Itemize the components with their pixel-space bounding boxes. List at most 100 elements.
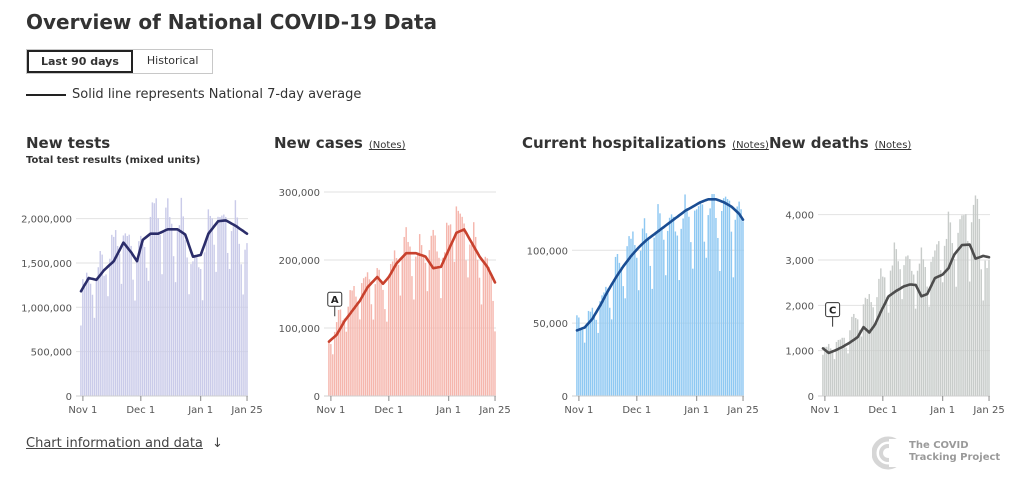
daily-bar (829, 348, 832, 396)
daily-bar (190, 264, 192, 396)
daily-bar (628, 236, 630, 396)
daily-bar (480, 304, 483, 396)
daily-bar (469, 244, 471, 396)
y-tick-label: 2,000,000 (21, 215, 72, 226)
daily-bar (837, 339, 840, 396)
tab-historical[interactable]: Historical (132, 50, 213, 73)
daily-bar (199, 269, 202, 396)
y-tick-label: 2,000 (785, 301, 814, 312)
daily-bar (647, 237, 650, 396)
daily-bar (388, 277, 390, 396)
daily-bar (978, 218, 981, 396)
daily-bar (145, 267, 148, 396)
daily-bar (593, 315, 596, 396)
daily-bar (868, 294, 870, 396)
daily-bar (192, 261, 194, 396)
notes-link-hospitalizations[interactable]: (Notes) (732, 140, 769, 151)
daily-bar (80, 325, 82, 396)
daily-bar (118, 253, 121, 396)
daily-bar (455, 206, 458, 396)
daily-bar (482, 263, 485, 396)
daily-bar (967, 240, 969, 396)
daily-bar (862, 304, 865, 396)
y-tick-label: 0 (66, 392, 72, 403)
daily-bar (99, 251, 101, 396)
daily-bar (457, 210, 460, 396)
daily-bar (686, 208, 688, 396)
daily-bar (864, 297, 867, 396)
y-tick-label: 0 (808, 392, 814, 403)
daily-bar (709, 208, 711, 396)
daily-bar (889, 270, 892, 396)
x-tick-label: Nov 1 (810, 405, 839, 416)
daily-bar (186, 257, 188, 396)
daily-bar (699, 203, 702, 396)
daily-bar (240, 264, 242, 396)
notes-link-new-cases[interactable]: (Notes) (368, 140, 406, 151)
new-tests-chart: 0 500,000 1,000,000 1,500,000 2,000,000 Nov 1… (21, 197, 263, 416)
daily-bar (386, 321, 388, 396)
daily-bar (578, 317, 580, 396)
daily-bar (597, 332, 599, 396)
daily-bar (395, 258, 398, 396)
tab-last-90-days[interactable]: Last 90 days (27, 50, 133, 73)
y-tick-label: 0 (562, 392, 568, 403)
daily-bar (891, 265, 894, 396)
daily-bar (905, 256, 907, 396)
daily-bar (391, 261, 394, 396)
daily-bar (418, 234, 421, 396)
daily-bar (645, 233, 648, 396)
chart-title-new-deaths: New deaths (Notes) (769, 134, 911, 152)
x-tick-label: Jan 25 (726, 405, 758, 416)
daily-bar (680, 228, 682, 396)
daily-bar (85, 272, 88, 396)
daily-bar (849, 330, 851, 396)
legend-text: Solid line represents National 7-day ave… (72, 87, 362, 102)
daily-bar (880, 268, 882, 396)
daily-bar (643, 218, 646, 396)
daily-bar (959, 219, 961, 396)
daily-bar (589, 311, 592, 396)
daily-bar (603, 292, 605, 396)
daily-bar (397, 264, 400, 396)
notes-link-new-deaths[interactable]: (Notes) (874, 140, 912, 151)
daily-bar (843, 337, 845, 396)
daily-bar (376, 268, 378, 396)
daily-bar (945, 238, 948, 396)
daily-bar (887, 312, 890, 396)
daily-bar (713, 194, 715, 396)
daily-bar (436, 251, 438, 396)
daily-bar (895, 249, 898, 396)
daily-bar (897, 261, 899, 396)
chart-info-link[interactable]: Chart information and data (26, 436, 203, 451)
seven-day-average-line (79, 219, 249, 293)
daily-bar (928, 306, 930, 396)
daily-bar (434, 235, 436, 396)
daily-bar (845, 347, 847, 396)
daily-bar (893, 242, 896, 396)
daily-bar (961, 215, 963, 396)
daily-bar (610, 319, 613, 396)
daily-bar (659, 213, 661, 396)
annotation-marker[interactable]: C (825, 302, 841, 327)
daily-bar (637, 290, 640, 396)
y-tick-label: 100,000 (527, 246, 568, 257)
daily-bar (380, 282, 382, 396)
daily-bar (368, 279, 371, 396)
daily-bar (591, 307, 594, 396)
annotation-marker[interactable]: A (327, 291, 343, 317)
daily-bar (401, 258, 404, 396)
daily-bar (228, 268, 231, 396)
daily-bar (417, 254, 419, 396)
daily-bar (883, 277, 886, 396)
daily-bar (209, 215, 212, 396)
daily-bar (201, 300, 204, 396)
daily-bar (407, 241, 409, 396)
daily-bar (707, 215, 709, 396)
daily-bar (926, 286, 928, 396)
daily-bar (724, 196, 727, 396)
daily-bar (463, 223, 465, 396)
x-tick-label: Jan 25 (230, 405, 262, 416)
daily-bar (587, 310, 590, 396)
daily-bar (715, 217, 717, 396)
